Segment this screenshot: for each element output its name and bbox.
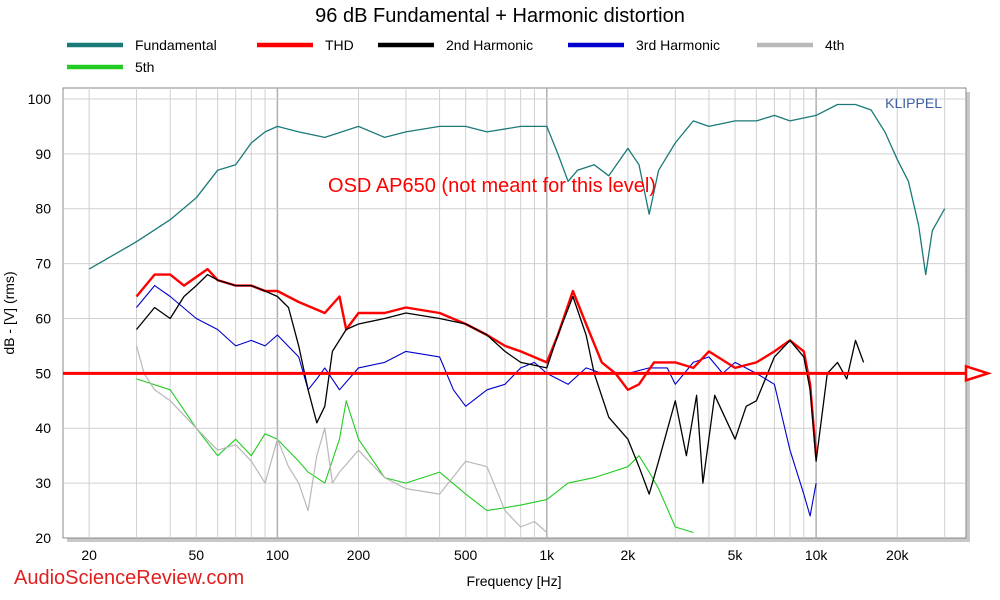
reference-line-layer (63, 364, 993, 383)
series-fundamental (88, 103, 946, 276)
x-tick-label: 100 (266, 547, 290, 563)
legend-label: THD (325, 37, 354, 53)
y-tick-label: 70 (35, 256, 51, 272)
legend-label: 4th (825, 37, 844, 53)
plot-area (62, 87, 967, 539)
x-axis-label: Frequency [Hz] (467, 573, 562, 589)
x-tick-label: 2k (620, 547, 636, 563)
brand-label: KLIPPEL (885, 95, 942, 111)
series-layer (88, 103, 946, 534)
chart-title: 96 dB Fundamental + Harmonic distortion (315, 5, 685, 27)
y-tick-label: 50 (35, 365, 51, 381)
x-tick-label: 5k (728, 547, 744, 563)
x-tick-label: 50 (189, 547, 205, 563)
legend: Fundamental THD 2nd Harmonic 3rd Harmonic 4t… (67, 37, 844, 75)
series-3rd-harmonic (136, 285, 817, 517)
legend-label: 2nd Harmonic (446, 37, 533, 53)
y-tick-label: 20 (35, 530, 51, 546)
legend-label: 3rd Harmonic (636, 37, 720, 53)
series-2nd-harmonic (135, 273, 865, 495)
y-axis-label: dB - [V] (rms) (1, 271, 17, 354)
y-tick-label: 30 (35, 475, 51, 491)
x-tick-label: 500 (454, 547, 478, 563)
legend-label: Fundamental (135, 37, 217, 53)
x-tick-label: 20k (886, 547, 910, 563)
y-tick-label: 80 (35, 201, 51, 217)
x-tick-label: 20 (81, 547, 97, 563)
x-tick-label: 200 (347, 547, 371, 563)
y-tick-label: 40 (35, 420, 51, 436)
y-tick-label: 90 (35, 146, 51, 162)
series-4th (135, 345, 548, 533)
watermark: AudioScienceReview.com (14, 567, 244, 589)
reference-arrow (964, 364, 993, 383)
legend-label: 5th (135, 59, 154, 75)
y-axis: 20 30 40 50 60 70 80 90 100 (28, 91, 52, 546)
y-tick-label: 60 (35, 310, 51, 326)
y-tick-label: 100 (28, 91, 52, 107)
x-axis: 20 50 100 200 500 1k 2k 5k 10k 20k (81, 547, 909, 563)
annotation-callout: OSD AP650 (not meant for this level) (328, 175, 656, 197)
x-tick-label: 1k (539, 547, 555, 563)
x-tick-label: 10k (805, 547, 829, 563)
